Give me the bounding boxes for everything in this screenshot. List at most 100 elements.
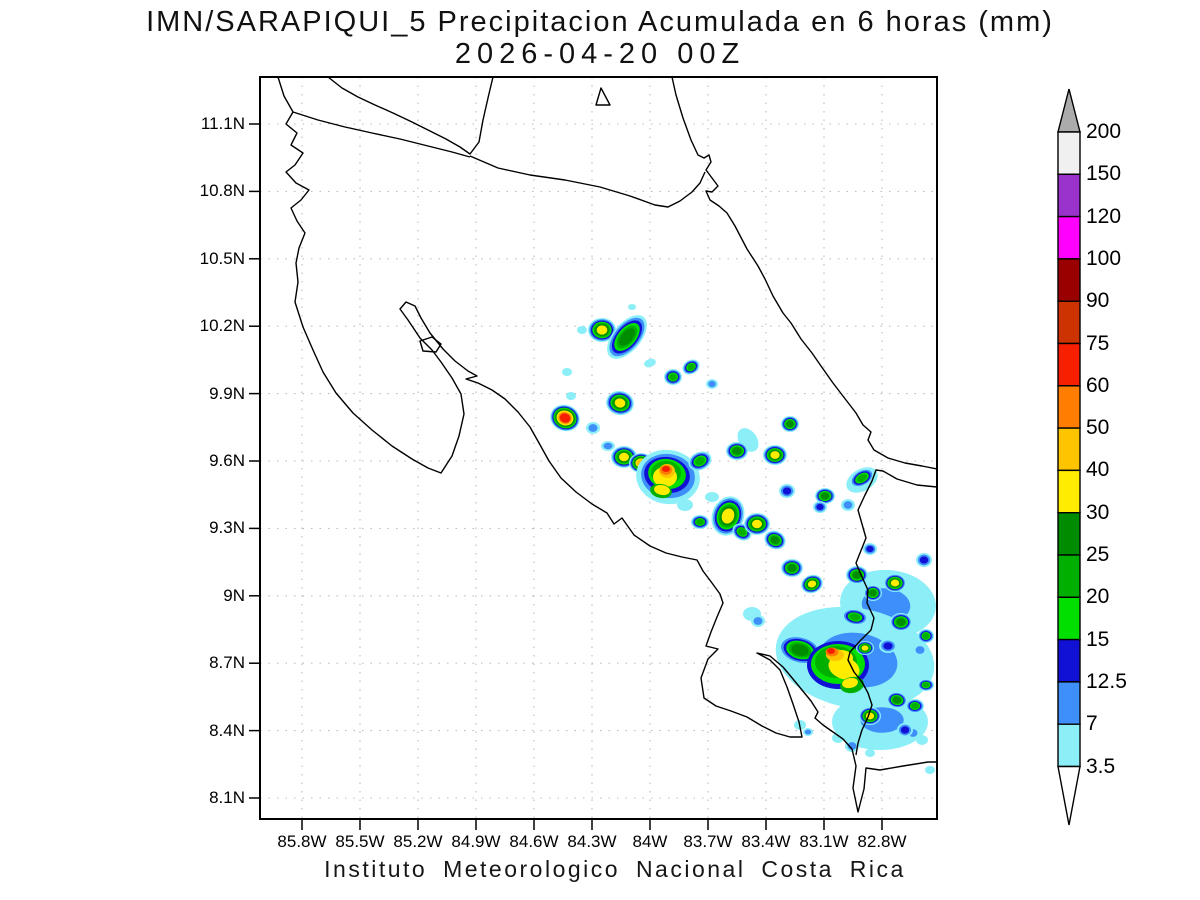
- precip-cell: [816, 503, 824, 511]
- coastlines: [277, 77, 937, 813]
- colorbar-level-label: 25: [1086, 543, 1110, 566]
- axis-ticks: [249, 123, 883, 830]
- colorbar-level-label: 90: [1086, 289, 1110, 313]
- precip-cell: [708, 380, 716, 388]
- precip-cell: [619, 452, 629, 462]
- credit-footer: Instituto Meteorologico Nacional Costa R…: [324, 856, 906, 882]
- precip-cell: [737, 528, 747, 536]
- precip-cell: [919, 556, 929, 564]
- precip-cell: [804, 729, 812, 735]
- chira-island: [419, 336, 442, 353]
- precip-cell: [577, 326, 587, 334]
- colorbar-level-label: 150: [1086, 162, 1122, 186]
- precip-cell: [915, 646, 925, 654]
- colorbar-segment: [1057, 342, 1081, 387]
- grid-lines: [260, 77, 937, 819]
- lon-tick-label: 85.8W: [277, 832, 327, 851]
- precip-cell: [654, 484, 670, 496]
- colorbar: [1057, 88, 1081, 826]
- precip-cell: [893, 696, 901, 704]
- lon-tick-label: 84W: [632, 832, 668, 851]
- lon-tick-label: 85.2W: [393, 832, 443, 851]
- precip-cell: [890, 579, 900, 587]
- colorbar-segment: [1057, 385, 1081, 429]
- colorbar-segment: [1057, 512, 1081, 556]
- precip-cell: [866, 545, 874, 553]
- precip-cell: [916, 735, 928, 745]
- precip-cell: [588, 424, 598, 432]
- precip-cell: [861, 645, 869, 651]
- lake-island: [595, 87, 611, 106]
- precip-cell: [562, 368, 572, 376]
- lat-tick-label: 9.9N: [209, 383, 245, 403]
- precip-cell: [787, 564, 797, 572]
- colorbar-below-triangle: [1057, 765, 1081, 826]
- colorbar-segment: [1057, 723, 1081, 768]
- lon-tick-label: 84.3W: [567, 832, 617, 851]
- map-frame: [259, 76, 938, 820]
- precip-cell: [911, 703, 919, 709]
- coastline-lake-upper: [327, 77, 494, 155]
- coastline-caribbean: [671, 77, 937, 470]
- colorbar-level-label: 120: [1086, 204, 1122, 228]
- colorbar-segment: [1057, 300, 1081, 345]
- lat-tick-label: 9N: [223, 585, 245, 605]
- precip-cell: [752, 519, 762, 529]
- lon-tick-label: 83.7W: [683, 832, 733, 851]
- lon-tick-label: 84.6W: [509, 832, 559, 851]
- colorbar-level-label: 12.5: [1086, 669, 1127, 693]
- precip-cell: [732, 447, 742, 455]
- coastline-pacific: [277, 77, 937, 813]
- lat-tick-label: 8.7N: [209, 653, 245, 673]
- colorbar-segment: [1057, 596, 1081, 641]
- precip-cell: [852, 571, 862, 579]
- precip-cell: [782, 487, 792, 495]
- precip-cell: [843, 501, 853, 509]
- precip-cell: [687, 363, 695, 371]
- page-subtitle-date: 2026-04-20 00Z: [454, 38, 746, 70]
- colorbar-segment: [1057, 427, 1081, 472]
- precip-cell: [791, 644, 809, 656]
- lon-tick-label: 82.8W: [857, 832, 907, 851]
- lat-tick-label: 10.2N: [199, 316, 245, 336]
- colorbar-segment: [1057, 173, 1081, 218]
- precip-cell: [753, 617, 763, 625]
- colorbar-level-label: 15: [1086, 627, 1110, 651]
- precip-cell: [865, 749, 875, 757]
- colorbar-level-label: 100: [1086, 246, 1122, 270]
- colorbar-segment: [1057, 681, 1081, 725]
- precip-cell: [695, 456, 705, 466]
- lon-tick-label: 83.1W: [799, 832, 849, 851]
- lon-tick-label: 84.9W: [451, 832, 501, 851]
- lat-tick-label: 9.6N: [209, 451, 245, 470]
- precip-cell: [603, 442, 613, 450]
- lon-tick-label: 83.4W: [741, 832, 791, 851]
- precip-cell: [786, 420, 794, 428]
- colorbar-segment: [1057, 638, 1081, 683]
- page-title: IMN/SARAPIQUI_5 Precipitacion Acumulada …: [146, 6, 1054, 38]
- precip-cell: [821, 492, 829, 500]
- precip-cell: [619, 328, 635, 346]
- colorbar-segment: [1057, 554, 1081, 598]
- colorbar-segment: [1057, 215, 1081, 260]
- border-panama: [847, 469, 937, 756]
- precip-cell: [669, 373, 677, 381]
- precip-cell: [832, 733, 844, 743]
- precip-cell: [705, 492, 719, 502]
- colorbar-level-label: 30: [1086, 500, 1110, 524]
- precip-cell: [696, 519, 704, 525]
- lat-tick-label: 8.1N: [209, 788, 245, 807]
- precip-cell: [566, 392, 576, 400]
- lat-tick-label: 9.3N: [209, 518, 245, 538]
- colorbar-level-label: 20: [1086, 585, 1110, 609]
- colorbar-level-label: 60: [1086, 373, 1110, 397]
- precip-cell: [559, 413, 571, 423]
- lat-tick-label: 11.1N: [200, 114, 245, 133]
- precip-cell: [721, 508, 735, 524]
- precip-cell: [847, 742, 857, 750]
- precip-cell: [869, 589, 877, 597]
- precip-cell: [677, 499, 693, 511]
- colorbar-level-label: 50: [1086, 416, 1110, 440]
- precip-cell: [922, 682, 930, 688]
